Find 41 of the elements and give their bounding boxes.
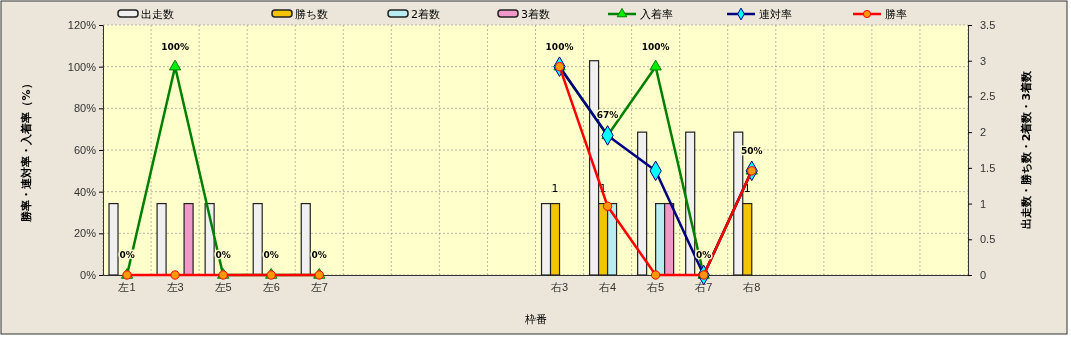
legend-label: 2着数 — [411, 8, 440, 21]
y-tick-label: 100% — [67, 60, 97, 73]
data-label: 1 — [551, 181, 559, 195]
x-tick-label: 左3 — [166, 280, 184, 293]
y-tick-label: 60% — [73, 144, 97, 157]
y-tick-label: 20% — [73, 227, 97, 240]
legend-label: 勝ち数 — [295, 8, 328, 21]
x-tick-label: 左5 — [214, 280, 232, 293]
data-label: 0% — [263, 250, 279, 260]
y-tick-label: 120% — [67, 19, 97, 32]
legend-label: 3着数 — [521, 8, 550, 21]
y2-tick-label: 0 — [980, 269, 987, 282]
y2-axis-title: 出走数・勝ち数・2着数・3着数 — [1020, 69, 1033, 230]
x-tick-label: 左1 — [118, 280, 136, 293]
y2-tick-label: 3 — [980, 54, 987, 67]
data-label: 100% — [161, 41, 189, 52]
x-axis-title: 枠番 — [523, 313, 547, 326]
y-tick-label: 0% — [80, 269, 97, 282]
y-axis-title: 勝率・連対率・入着率（%） — [20, 78, 33, 223]
legend-label: 勝率 — [885, 8, 907, 21]
x-tick-label: 右3 — [550, 280, 569, 293]
x-tick-label: 右5 — [647, 280, 665, 293]
x-tick-label: 右4 — [599, 280, 617, 293]
x-tick-label: 左7 — [310, 280, 328, 293]
y2-tick-label: 1 — [980, 197, 987, 210]
y2-tick-label: 1.5 — [980, 161, 996, 174]
y2-tick-label: 2 — [980, 126, 987, 139]
data-label: 0% — [311, 250, 327, 260]
legend-label: 入着率 — [640, 8, 673, 21]
y2-tick-label: 3.5 — [980, 19, 996, 32]
y-tick-label: 40% — [73, 185, 97, 198]
y-tick-label: 80% — [73, 102, 97, 115]
y2-tick-label: 0.5 — [980, 233, 996, 246]
data-label: 100% — [545, 41, 574, 52]
data-label: 100% — [641, 41, 670, 52]
legend-label: 出走数 — [141, 8, 174, 21]
x-tick-label: 左6 — [262, 280, 280, 293]
x-tick-label: 右7 — [695, 280, 713, 293]
legend-label: 連対率 — [759, 8, 792, 21]
y2-tick-label: 2.5 — [980, 90, 996, 103]
x-tick-label: 右8 — [743, 280, 761, 293]
